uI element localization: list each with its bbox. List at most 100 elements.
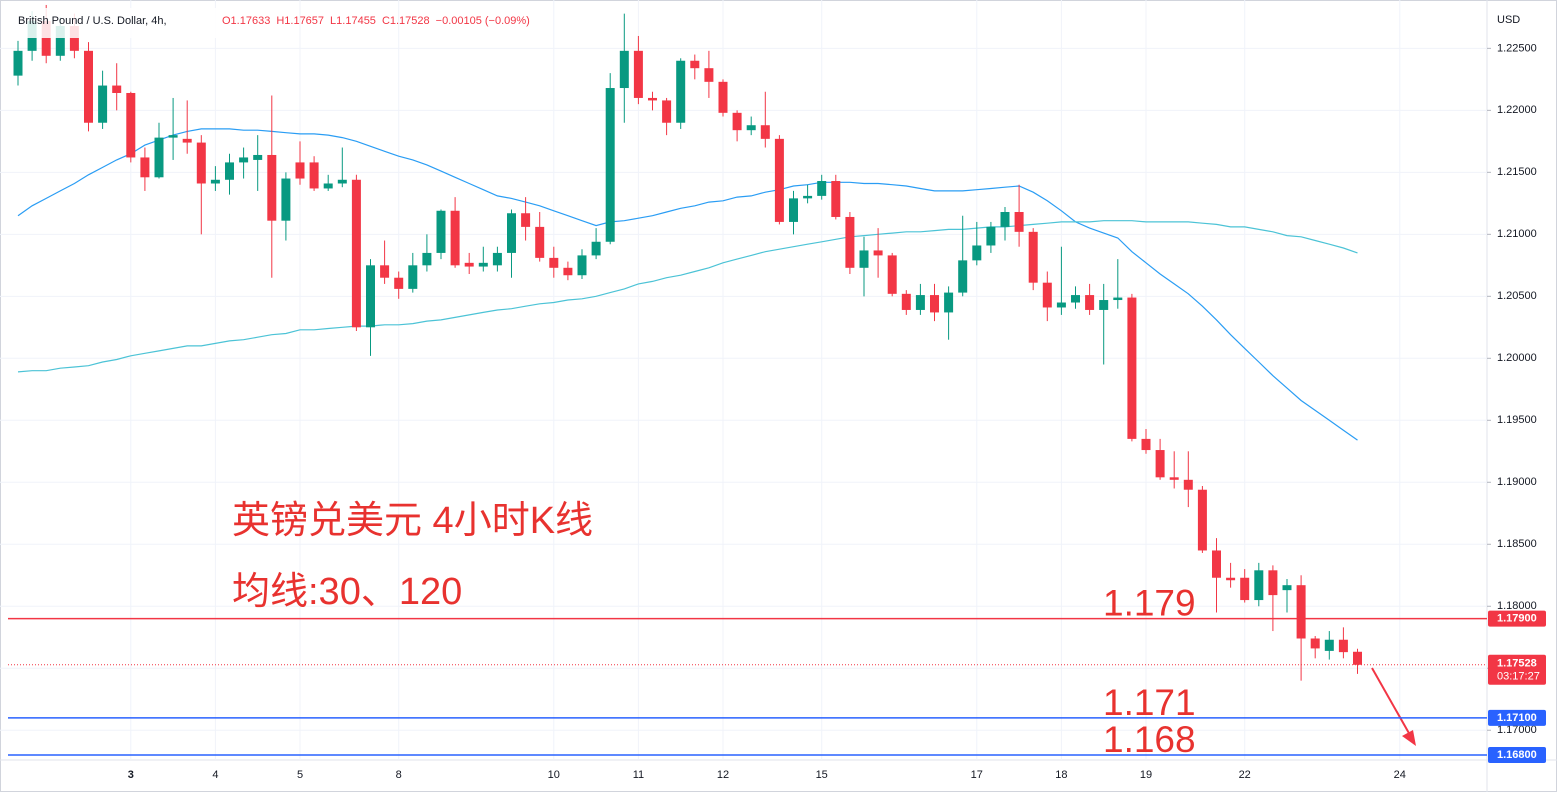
candle-body <box>126 92 136 158</box>
candle-body <box>1183 479 1193 490</box>
candle-body <box>337 179 347 184</box>
candle-body <box>380 265 390 278</box>
candle-body <box>746 125 756 131</box>
ohlc-value: H1.17657 <box>276 15 324 27</box>
y-tick-label: 1.18000 <box>1497 600 1537 612</box>
candle-body <box>154 137 164 178</box>
candle-body <box>253 154 263 160</box>
candle-body <box>619 50 629 89</box>
candle-body <box>492 252 502 266</box>
candle-body <box>986 226 996 246</box>
candle-body <box>464 262 474 267</box>
annotation: 英镑兑美元 4小时K线 <box>232 500 593 542</box>
y-tick-label: 1.19000 <box>1497 476 1537 488</box>
ohlc-value: O1.17633 <box>222 15 270 27</box>
y-tick-label: 1.20000 <box>1497 352 1537 364</box>
level-annotation: 1.179 <box>1103 583 1196 624</box>
candle-body <box>422 252 432 266</box>
candle-body <box>168 135 178 138</box>
candle-body <box>662 100 672 123</box>
candle-body <box>690 60 700 69</box>
candle-body <box>732 112 742 131</box>
candle-body <box>1353 651 1362 665</box>
candle-body <box>803 195 813 199</box>
candle-body <box>577 255 587 276</box>
x-tick-label: 15 <box>816 769 828 781</box>
candle-body <box>1014 212 1024 232</box>
candle-body <box>1000 212 1010 227</box>
candle-body <box>648 97 657 101</box>
candle-body <box>1085 295 1095 310</box>
candle-body <box>1212 550 1221 578</box>
candle-body <box>196 142 206 184</box>
candle-body <box>704 68 714 82</box>
chart-title: British Pound / U.S. Dollar, 4h, <box>18 15 167 27</box>
x-tick-label: 22 <box>1239 769 1251 781</box>
candle-body <box>1254 570 1264 601</box>
candle-body <box>873 250 883 256</box>
annotation: 均线:30、120 <box>232 571 462 613</box>
x-tick-label: 18 <box>1055 769 1067 781</box>
candle-body <box>718 81 728 113</box>
candle-body <box>295 162 305 179</box>
candle-body <box>1056 302 1066 308</box>
x-tick-label: 3 <box>128 769 134 781</box>
candle-body <box>182 138 192 143</box>
candle-body <box>239 157 249 163</box>
candle-body <box>366 265 375 328</box>
candle-body <box>210 179 220 184</box>
candle-body <box>323 183 333 189</box>
candle-body <box>535 226 545 258</box>
candle-body <box>1113 297 1123 301</box>
y-tick-label: 1.21500 <box>1497 166 1537 178</box>
candle-body <box>591 241 601 256</box>
candle-body <box>436 210 446 253</box>
candle-body <box>521 213 531 227</box>
ohlc-value: −0.00105 (−0.09%) <box>436 15 530 27</box>
x-tick-label: 12 <box>717 769 729 781</box>
candle-body <box>859 250 869 268</box>
candle-body <box>84 50 93 123</box>
candle-body <box>605 88 615 242</box>
price-label: 1.16800 <box>1497 749 1537 761</box>
price-label-box <box>1488 610 1546 627</box>
candle-body <box>930 295 939 313</box>
x-tick-label: 17 <box>971 769 983 781</box>
y-tick-label: 1.18500 <box>1497 538 1537 550</box>
plot <box>13 4 1362 681</box>
candle-body <box>1169 477 1179 480</box>
y-tick-label: 1.20500 <box>1497 290 1537 302</box>
arrow-shaft <box>1371 667 1411 736</box>
candle-body <box>774 138 784 222</box>
last-price-label: 1.17528 <box>1497 658 1537 670</box>
candle-body <box>69 26 79 51</box>
candle-body <box>55 26 65 56</box>
candle-body <box>1310 638 1320 649</box>
candle-body <box>760 125 770 139</box>
y-tick-label: 1.22500 <box>1497 42 1537 54</box>
candle-body <box>1028 231 1038 283</box>
candle-body <box>408 265 418 289</box>
candle-body <box>563 267 573 276</box>
y-tick-label: 1.22000 <box>1497 104 1537 116</box>
candle-body <box>98 85 108 123</box>
candle-body <box>1240 577 1250 601</box>
y-tick-label: 1.19500 <box>1497 414 1537 426</box>
ohlc-value: L1.17455 <box>330 15 376 27</box>
candle-body <box>225 162 234 180</box>
ma-line <box>17 220 1358 373</box>
x-tick-label: 19 <box>1140 769 1152 781</box>
arrow-head <box>1402 730 1416 746</box>
candle-body <box>1324 639 1334 651</box>
title-backdrop <box>12 8 216 38</box>
candle-body <box>944 292 954 313</box>
candle-body <box>478 262 488 267</box>
ohlc-header: O1.17633 H1.17657 L1.17455 C1.17528 −0.00105… <box>222 15 530 27</box>
candle-body <box>1282 585 1292 591</box>
price-label-box <box>1488 709 1546 726</box>
x-tick-label: 4 <box>212 769 218 781</box>
candle-body <box>845 216 855 268</box>
y-tick-label: 1.21000 <box>1497 228 1537 240</box>
candle-body <box>1141 438 1151 451</box>
candle-body <box>1042 282 1052 308</box>
